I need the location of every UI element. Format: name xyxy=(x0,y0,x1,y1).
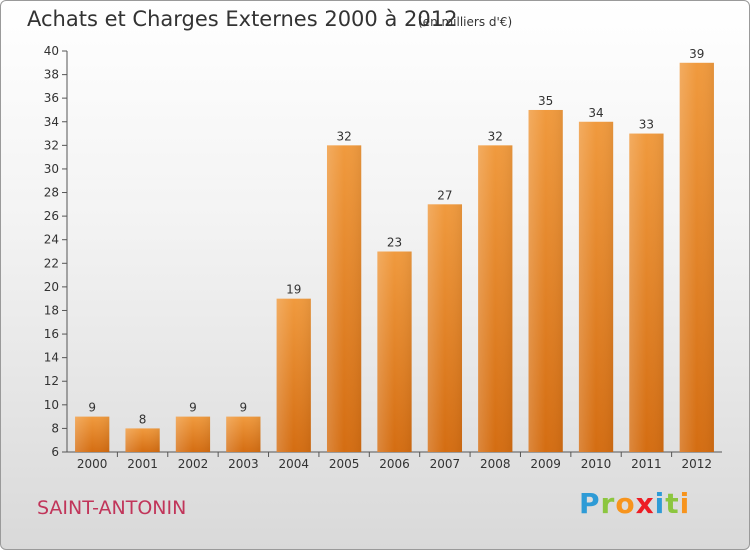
brand-letter: r xyxy=(600,487,616,520)
x-tick-label: 2000 xyxy=(77,457,108,471)
y-tick-label: 14 xyxy=(44,351,59,365)
data-label: 8 xyxy=(139,412,147,426)
bar-highlight xyxy=(427,204,463,452)
bars-group xyxy=(75,62,714,453)
y-tick-label: 34 xyxy=(44,115,59,129)
data-label: 19 xyxy=(286,283,301,297)
x-tick-label: 2011 xyxy=(631,457,662,471)
bar-highlight xyxy=(276,298,311,452)
y-tick-label: 32 xyxy=(44,138,59,152)
y-tick-label: 8 xyxy=(51,421,59,435)
data-label: 9 xyxy=(240,401,248,415)
bar-highlight xyxy=(679,62,714,452)
data-label: 27 xyxy=(437,188,452,202)
data-label: 32 xyxy=(336,129,351,143)
bar-highlight xyxy=(578,121,614,452)
data-label: 9 xyxy=(88,401,96,415)
bar-highlight xyxy=(175,416,211,452)
y-tick-label: 30 xyxy=(44,162,59,176)
x-tick-label: 2010 xyxy=(581,457,612,471)
bar-highlight xyxy=(629,133,664,452)
brand-letter: x xyxy=(635,487,655,520)
brand-letter: i xyxy=(654,487,666,520)
y-tick-label: 18 xyxy=(44,303,59,317)
data-label: 9 xyxy=(189,401,197,415)
x-tick-label: 2004 xyxy=(278,457,309,471)
x-tick-label: 2003 xyxy=(228,457,259,471)
brand-letter: t xyxy=(665,487,680,520)
brand-letter: i xyxy=(679,487,691,520)
data-label: 32 xyxy=(488,129,503,143)
y-tick-label: 36 xyxy=(44,91,59,105)
bar-highlight xyxy=(478,145,513,452)
x-tick-label: 2012 xyxy=(682,457,713,471)
x-tick-label: 2007 xyxy=(430,457,461,471)
bar-highlight xyxy=(226,416,261,452)
bar-highlight xyxy=(125,428,160,452)
place-name: SAINT-ANTONIN xyxy=(37,497,187,519)
x-tick-label: 2002 xyxy=(178,457,209,471)
bar-highlight xyxy=(377,251,412,452)
brand-letter: o xyxy=(615,487,636,520)
chart-title: Achats et Charges Externes 2000 à 2012 xyxy=(27,7,458,31)
y-tick-label: 40 xyxy=(44,44,59,58)
y-tick-label: 38 xyxy=(44,68,59,82)
bar-highlight xyxy=(528,109,563,453)
y-tick-label: 10 xyxy=(44,398,59,412)
y-tick-label: 6 xyxy=(51,445,59,459)
data-label: 23 xyxy=(387,236,402,250)
data-label: 33 xyxy=(639,118,654,132)
y-tick-label: 28 xyxy=(44,186,59,200)
y-tick-label: 24 xyxy=(44,233,59,247)
y-tick-label: 26 xyxy=(44,209,59,223)
y-tick-label: 12 xyxy=(44,374,59,388)
brand-logo: Proxiti xyxy=(579,487,690,520)
y-tick-label: 20 xyxy=(44,280,59,294)
x-tick-label: 2006 xyxy=(379,457,410,471)
x-tick-label: 2001 xyxy=(127,457,158,471)
y-tick-label: 22 xyxy=(44,256,59,270)
data-label: 35 xyxy=(538,94,553,108)
data-label: 39 xyxy=(689,47,704,61)
labels-group: 6 8 10 12 14 16 18 20 22 24 26 28 30 32 34 36 38 40 2000 9 2… xyxy=(44,44,712,471)
data-label: 34 xyxy=(588,106,603,120)
chart-subtitle: (en milliers d'€) xyxy=(418,15,513,29)
bar-highlight xyxy=(75,416,110,452)
x-tick-label: 2005 xyxy=(329,457,360,471)
bar-highlight xyxy=(326,145,362,452)
brand-letter: P xyxy=(579,487,601,520)
x-tick-label: 2009 xyxy=(530,457,561,471)
x-tick-label: 2008 xyxy=(480,457,511,471)
y-tick-label: 16 xyxy=(44,327,59,341)
